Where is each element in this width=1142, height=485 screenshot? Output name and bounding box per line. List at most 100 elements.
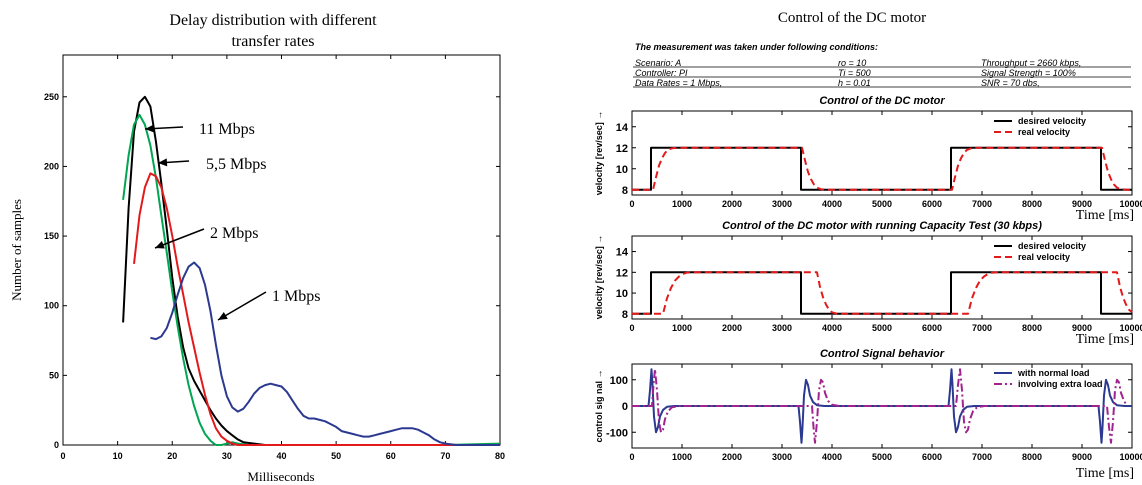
x-tick-label: 1000 bbox=[672, 323, 692, 333]
x-tick-label: 1000 bbox=[672, 199, 692, 209]
legend-label: real velocity bbox=[1018, 127, 1070, 137]
conditions-cell: Scenario: A bbox=[635, 58, 681, 68]
y-tick-label: 150 bbox=[44, 231, 59, 241]
y-tick-label: 10 bbox=[616, 164, 628, 176]
x-tick-label: 0 bbox=[629, 199, 634, 209]
x-tick-label: 7000 bbox=[972, 452, 992, 462]
x-tick-label: 2000 bbox=[722, 452, 742, 462]
y-tick-label: 12 bbox=[616, 267, 628, 279]
conditions-cell: Data Rates = 1 Mbps, bbox=[635, 78, 722, 88]
x-tick-label: 6000 bbox=[922, 452, 942, 462]
x-tick-label: 30 bbox=[222, 451, 232, 461]
series-line bbox=[133, 172, 500, 446]
y-tick-label: 8 bbox=[622, 309, 628, 321]
conditions-cell: Throughput = 2660 kbps, bbox=[981, 58, 1081, 68]
x-tick-label: 0 bbox=[629, 323, 634, 333]
legend-label: desired velocity bbox=[1018, 241, 1086, 251]
y-tick-label: 14 bbox=[616, 122, 629, 134]
y-tick-label: 100 bbox=[44, 301, 59, 311]
y-tick-label: 10 bbox=[616, 288, 628, 300]
x-tick-label: 40 bbox=[276, 451, 286, 461]
x-tick-label: 6000 bbox=[922, 199, 942, 209]
x-tick-label: 1000 bbox=[672, 452, 692, 462]
x-tick-label: 2000 bbox=[722, 199, 742, 209]
y-tick-label: 8 bbox=[622, 185, 628, 197]
y-tick-label: 0 bbox=[622, 401, 628, 413]
x-tick-label: 8000 bbox=[1022, 323, 1042, 333]
chart-title: Control of the DC motor bbox=[778, 10, 926, 26]
conditions-heading: The measurement was taken under followin… bbox=[635, 42, 878, 52]
series-line bbox=[150, 261, 500, 446]
series-line bbox=[122, 95, 282, 446]
y-tick-label: 50 bbox=[49, 370, 59, 380]
conditions-cell: SNR = 70 dbs, bbox=[981, 78, 1040, 88]
legend-label: with normal load bbox=[1017, 368, 1090, 378]
conditions-cell: h = 0.01 bbox=[838, 78, 871, 88]
x-tick-label: 70 bbox=[440, 451, 450, 461]
series-line bbox=[632, 146, 1132, 191]
x-tick-label: 9000 bbox=[1072, 323, 1092, 333]
panel-title: Control Signal behavior bbox=[820, 348, 945, 360]
annotation-arrowhead bbox=[158, 158, 168, 167]
x-tick-label: 10000 bbox=[1119, 323, 1142, 333]
chart-title-line: transfer rates bbox=[231, 33, 314, 50]
x-tick-label: 10000 bbox=[1119, 199, 1142, 209]
x-tick-label: 3000 bbox=[772, 199, 792, 209]
x-tick-label: 80 bbox=[495, 451, 505, 461]
x-tick-label: 9000 bbox=[1072, 199, 1092, 209]
series-line bbox=[632, 368, 1128, 444]
x-tick-label: 6000 bbox=[922, 323, 942, 333]
x-tick-label: 7000 bbox=[972, 323, 992, 333]
x-tick-label: 5000 bbox=[872, 199, 892, 209]
legend-label: real velocity bbox=[1018, 252, 1070, 262]
y-tick-label: -100 bbox=[606, 427, 628, 439]
x-axis-label: Time [ms] bbox=[1076, 466, 1134, 481]
x-tick-label: 10000 bbox=[1119, 452, 1142, 462]
y-axis-label: Number of samples bbox=[9, 199, 24, 301]
y-axis-label: velocity [rev/sec] → bbox=[594, 111, 604, 196]
x-tick-label: 3000 bbox=[772, 323, 792, 333]
y-tick-label: 250 bbox=[44, 92, 59, 102]
annotation-arrowhead bbox=[155, 241, 165, 249]
x-tick-label: 0 bbox=[629, 452, 634, 462]
x-axis-label: Milliseconds bbox=[247, 469, 314, 484]
x-tick-label: 4000 bbox=[822, 452, 842, 462]
series-line bbox=[632, 368, 1132, 444]
x-tick-label: 8000 bbox=[1022, 199, 1042, 209]
x-axis-label: Time [ms] bbox=[1076, 332, 1134, 347]
x-tick-label: 60 bbox=[386, 451, 396, 461]
x-tick-label: 50 bbox=[331, 451, 341, 461]
panel-title: Control of the DC motor with running Cap… bbox=[722, 220, 1042, 232]
x-tick-label: 20 bbox=[167, 451, 177, 461]
series-line bbox=[632, 271, 1133, 315]
annotation-arrowhead bbox=[218, 312, 228, 320]
x-tick-label: 5000 bbox=[872, 323, 892, 333]
y-axis-label: control sig nal → bbox=[594, 369, 604, 442]
series-line bbox=[632, 146, 1132, 191]
annotation-label: 11 Mbps bbox=[199, 121, 255, 138]
y-tick-label: 12 bbox=[616, 143, 628, 155]
x-tick-label: 10 bbox=[113, 451, 123, 461]
y-tick-label: 14 bbox=[616, 247, 629, 259]
x-tick-label: 4000 bbox=[822, 199, 842, 209]
legend-label: involving extra load bbox=[1018, 379, 1103, 389]
chart-title-line: Delay distribution with different bbox=[169, 12, 377, 29]
y-axis-label: velocity [rev/sec] → bbox=[594, 235, 604, 320]
y-tick-label: 100 bbox=[610, 375, 628, 387]
panel-title: Control of the DC motor bbox=[819, 95, 945, 107]
conditions-cell: Ti = 500 bbox=[838, 68, 871, 78]
x-tick-label: 2000 bbox=[722, 323, 742, 333]
y-tick-label: 200 bbox=[44, 161, 59, 171]
conditions-cell: Controller: PI bbox=[635, 68, 688, 78]
y-tick-label: 0 bbox=[54, 440, 59, 450]
annotation-label: 1 Mbps bbox=[272, 288, 320, 305]
annotation-arrow bbox=[217, 291, 267, 321]
annotation-arrowhead bbox=[145, 124, 155, 133]
x-tick-label: 5000 bbox=[872, 452, 892, 462]
x-tick-label: 9000 bbox=[1072, 452, 1092, 462]
annotation-label: 5,5 Mbps bbox=[206, 156, 266, 173]
legend-label: desired velocity bbox=[1018, 116, 1086, 126]
series-line bbox=[632, 271, 1132, 315]
x-tick-label: 0 bbox=[60, 451, 65, 461]
